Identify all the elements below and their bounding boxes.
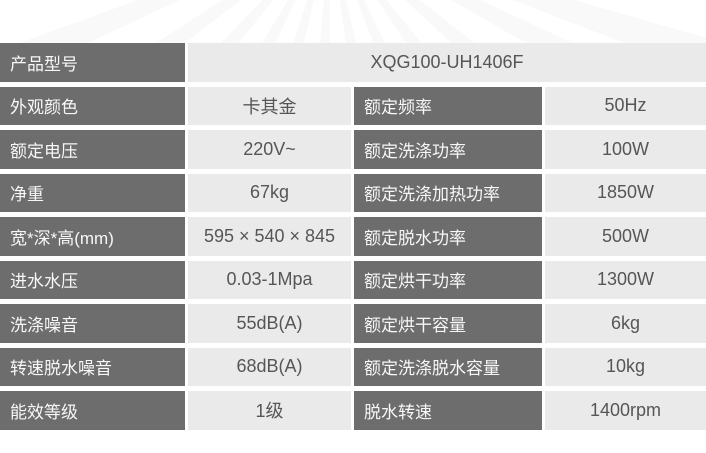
spec-label-model: 产品型号 [0, 43, 185, 82]
spec-value: 1850W [545, 173, 706, 212]
spec-label: 额定脱水功率 [354, 217, 542, 256]
spec-label: 宽*深*高(mm) [0, 217, 185, 256]
spec-value: 6kg [545, 304, 706, 343]
spec-label: 额定烘干容量 [354, 304, 542, 343]
spec-label: 外观颜色 [0, 86, 185, 125]
spec-label: 额定洗涤加热功率 [354, 173, 542, 212]
spec-value: 1级 [188, 391, 351, 430]
spec-label: 转速脱水噪音 [0, 347, 185, 386]
spec-value: 100W [545, 130, 706, 169]
spec-label: 净重 [0, 173, 185, 212]
spec-label: 洗涤噪音 [0, 304, 185, 343]
spec-value: 500W [545, 217, 706, 256]
spec-table: 产品型号 XQG100-UH1406F 外观颜色 卡其金 额定频率 50Hz 额… [0, 43, 706, 430]
spec-label: 能效等级 [0, 391, 185, 430]
spec-value: 67kg [188, 173, 351, 212]
spec-label: 额定电压 [0, 130, 185, 169]
spec-value: 220V~ [188, 130, 351, 169]
spec-value: 10kg [545, 347, 706, 386]
spec-label: 额定烘干功率 [354, 260, 542, 299]
spec-value: 68dB(A) [188, 347, 351, 386]
spec-label: 额定频率 [354, 86, 542, 125]
background-rays-decoration [0, 0, 706, 43]
spec-value-model: XQG100-UH1406F [188, 43, 706, 82]
spec-label: 额定洗涤功率 [354, 130, 542, 169]
spec-value: 595 × 540 × 845 [188, 217, 351, 256]
spec-label: 额定洗涤脱水容量 [354, 347, 542, 386]
spec-value: 卡其金 [188, 86, 351, 125]
spec-value: 55dB(A) [188, 304, 351, 343]
spec-value: 1400rpm [545, 391, 706, 430]
spec-value: 0.03-1Mpa [188, 260, 351, 299]
spec-label: 进水水压 [0, 260, 185, 299]
spec-label: 脱水转速 [354, 391, 542, 430]
spec-value: 1300W [545, 260, 706, 299]
spec-value: 50Hz [545, 86, 706, 125]
